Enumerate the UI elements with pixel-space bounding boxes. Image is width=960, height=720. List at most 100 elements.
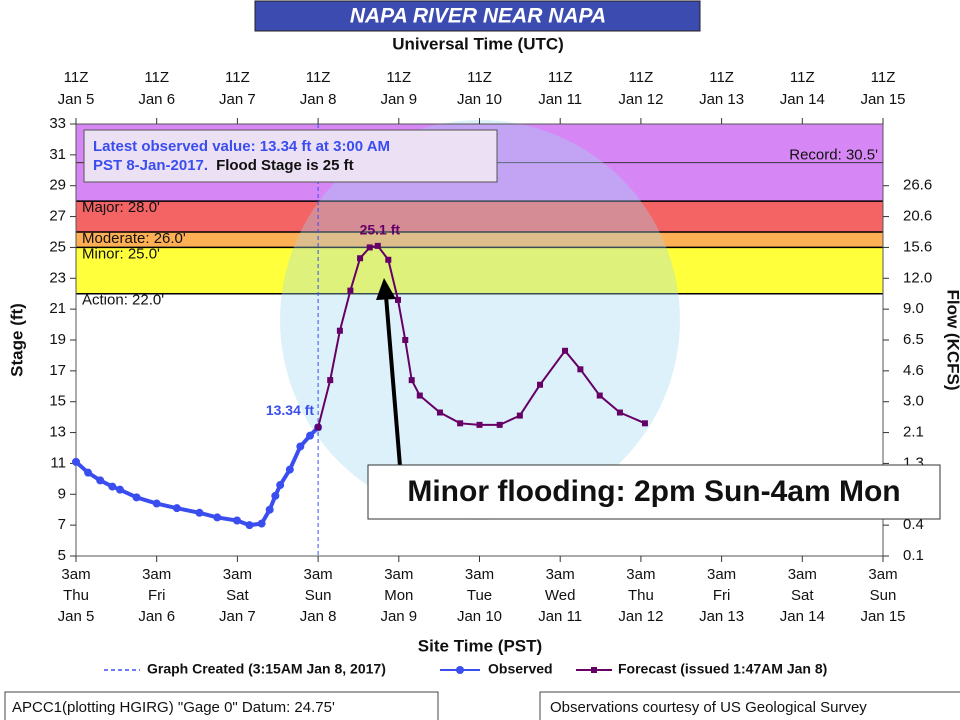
- x-top-label: 11Z: [144, 69, 169, 86]
- x-tick-label: Sat: [791, 587, 814, 604]
- forecast-point: [366, 244, 373, 251]
- forecast-point: [641, 420, 648, 427]
- x-tick-label: Fri: [148, 587, 166, 604]
- x-top-label: 11Z: [709, 69, 734, 86]
- info-text: PST 8-Jan-2017.: [93, 157, 208, 174]
- y-tick-label: 13: [49, 424, 66, 441]
- x-top-label: 11Z: [871, 69, 896, 86]
- observed-point: [276, 481, 285, 490]
- x-top-label: 11Z: [306, 69, 331, 86]
- x-top-label: Jan 11: [538, 91, 582, 108]
- footer-right: Observations courtesy of US Geological S…: [550, 699, 867, 716]
- info-box: [83, 129, 498, 183]
- x-tick-label: 3am: [788, 566, 817, 583]
- footer-left-box: [4, 691, 439, 720]
- forecast-point: [408, 377, 415, 384]
- x-top-label: Jan 5: [58, 91, 95, 108]
- forecast-point: [347, 287, 354, 294]
- x-tick-label: Jan 9: [380, 608, 417, 625]
- y2-tick-label: 2.1: [903, 424, 924, 441]
- callout-arrow: [384, 295, 402, 467]
- info-line: Latest observed value: 13.34 ft at 3:00 …: [93, 138, 390, 155]
- legend-label: Forecast (issued 1:47AM Jan 8): [618, 661, 827, 677]
- observed-point: [271, 491, 280, 500]
- flood-band: [76, 232, 883, 248]
- y-tick-label: 7: [58, 516, 66, 533]
- forecast-point: [394, 296, 401, 303]
- x-top-label: 11Z: [64, 69, 89, 86]
- x-tick-label: 3am: [868, 566, 897, 583]
- y-tick-label: 15: [49, 393, 66, 410]
- forecast-point: [496, 421, 503, 428]
- flood-label: Major: 28.0': [82, 199, 160, 216]
- forecast-point: [327, 377, 334, 384]
- forecast-point: [516, 412, 523, 419]
- observed-point: [115, 485, 124, 494]
- x-top-label: Jan 9: [380, 91, 417, 108]
- observed-point: [96, 476, 105, 485]
- callout-box: [367, 464, 941, 520]
- observed-point: [152, 499, 161, 508]
- y-tick-label: 25: [49, 238, 66, 255]
- x-tick-label: Thu: [63, 587, 89, 604]
- forecast-point: [476, 421, 483, 428]
- x-tick-label: Jan 7: [219, 608, 256, 625]
- x-top-label: Jan 7: [219, 91, 256, 108]
- forecast-point: [616, 409, 623, 416]
- flood-label: Moderate: 26.0': [82, 230, 186, 247]
- x-tick-label: Jan 5: [58, 608, 95, 625]
- x-top-label: 11Z: [629, 69, 654, 86]
- x-top-label: 11Z: [790, 69, 815, 86]
- observed-point: [257, 519, 266, 528]
- observed-point: [108, 482, 117, 491]
- x-top-label: Jan 12: [618, 91, 663, 108]
- x-tick-label: 3am: [304, 566, 333, 583]
- title-banner: [254, 0, 701, 32]
- observed-point: [285, 465, 294, 474]
- x-tick-label: Sun: [870, 587, 897, 604]
- x-tick-label: Jan 12: [618, 608, 663, 625]
- info-line: PST 8-Jan-2017. Flood Stage is 25 ft: [93, 157, 354, 174]
- x-tick-label: Mon: [384, 587, 413, 604]
- legend-label: Graph Created (3:15AM Jan 8, 2017): [147, 661, 386, 677]
- forecast-point: [596, 392, 603, 399]
- x-tick-label: 3am: [465, 566, 494, 583]
- x-tick-label: Thu: [628, 587, 654, 604]
- y-tick-label: 9: [58, 485, 66, 502]
- callout-arrowhead: [376, 278, 396, 300]
- footer-left: APCC1(plotting HGIRG) "Gage 0" Datum: 24…: [12, 699, 335, 716]
- forecast-point: [336, 327, 343, 334]
- x-top-label: Jan 13: [699, 91, 744, 108]
- x-top-label: Jan 8: [300, 91, 337, 108]
- data-label: 13.34 ft: [266, 402, 315, 418]
- forecast-point: [402, 337, 409, 343]
- y-tick-label: 33: [49, 115, 66, 132]
- x-top-label: Jan 15: [860, 91, 905, 108]
- x-tick-label: Jan 10: [457, 608, 502, 625]
- x-tick-label: Fri: [713, 587, 731, 604]
- flood-band: [76, 201, 883, 232]
- y-tick-label: 19: [49, 331, 66, 348]
- y2-tick-label: 0.1: [903, 547, 924, 564]
- observed-point: [132, 493, 141, 502]
- chart-title: NAPA RIVER NEAR NAPA: [350, 5, 606, 28]
- observed-point: [72, 457, 80, 466]
- y-axis-title: Stage (ft): [7, 303, 26, 377]
- y2-axis-title: Flow (KCFS): [944, 289, 960, 390]
- y-tick-label: 21: [49, 300, 66, 317]
- forecast-point: [374, 242, 381, 249]
- forecast-point: [357, 255, 364, 262]
- data-label: 25.1 ft: [360, 222, 401, 238]
- x-top-label: 11Z: [225, 69, 250, 86]
- forecast-point: [537, 381, 544, 388]
- y-tick-label: 27: [49, 208, 66, 225]
- footer-right-box: [539, 691, 960, 720]
- observed-point: [84, 468, 93, 477]
- forecast-point: [562, 347, 569, 354]
- y2-tick-label: 3.0: [903, 393, 924, 410]
- subtitle: Universal Time (UTC): [392, 34, 564, 53]
- forecast-point: [436, 409, 443, 416]
- y-tick-label: 5: [58, 547, 66, 564]
- record-label: Record: 30.5': [789, 147, 878, 164]
